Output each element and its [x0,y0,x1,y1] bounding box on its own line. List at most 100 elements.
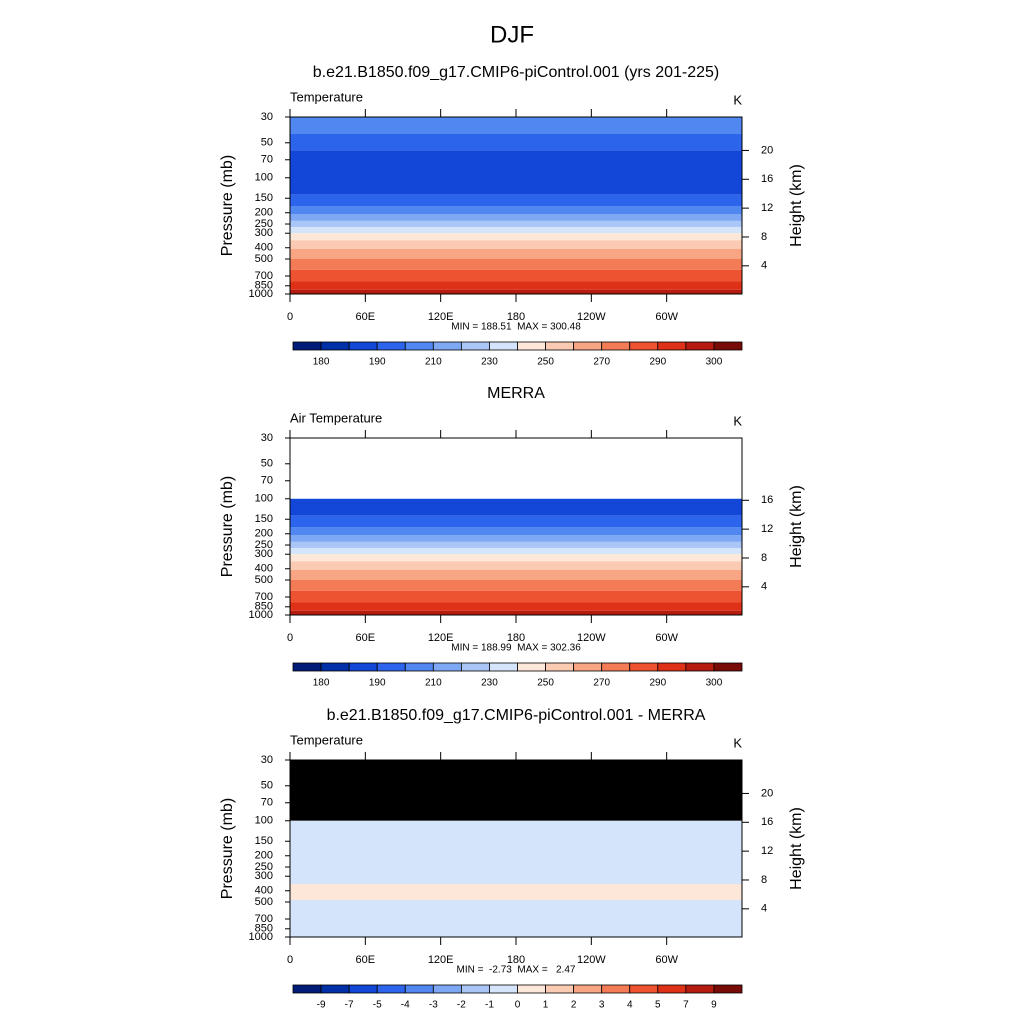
y2-tick-label: 20 [761,144,773,156]
contour-band [290,248,742,260]
y-tick-label: 250 [255,861,273,873]
colorbar-box [292,984,322,994]
colorbar-box [545,341,575,351]
colorbar-label: 230 [481,678,498,689]
colorbar-label: 0 [515,1000,521,1011]
colorbar-label: -4 [401,1000,410,1011]
contour-band [290,561,742,570]
colorbar-box [657,662,687,672]
contour-band [290,899,742,937]
x-tick-label: 120E [428,311,454,323]
y-tick-label: 700 [255,913,273,925]
contour-band [290,220,742,227]
colorbar-label: 4 [627,1000,633,1011]
stats: MIN = -2.73 MAX = 2.47 [457,965,576,976]
y-tick-label: 850 [255,280,273,292]
y2-tick-label: 12 [761,202,773,214]
colorbar-label: 270 [593,357,610,368]
contour-band [290,541,742,548]
y-tick-label: 300 [255,870,273,882]
y-tick-label: 1000 [249,288,273,300]
colorbar-box [685,984,715,994]
y-tick-label: 850 [255,601,273,613]
contour-band [290,289,742,294]
colorbar-box [517,341,546,351]
colorbar-box [685,662,715,672]
x-tick-label: 180 [507,954,525,966]
contour-band [290,133,742,151]
contour-band [290,527,742,536]
y2-axis-label: Height (km) [788,485,805,568]
colorbar-label: -1 [485,1000,494,1011]
y-tick-label: 100 [255,493,273,505]
colorbar-box [404,662,434,672]
y-tick-label: 250 [255,539,273,551]
y-tick-label: 200 [255,850,273,862]
colorbar-box [685,341,715,351]
colorbar-box [320,984,350,994]
contour-band [290,259,742,270]
contour-band [290,194,742,207]
colorbar-box [573,984,603,994]
y2-tick-label: 4 [761,903,767,915]
colorbar-box [348,984,378,994]
contour-band [290,590,742,603]
right-string: K [733,413,742,428]
colorbar-box [545,662,575,672]
y-axis-label: Pressure (mb) [219,476,236,577]
colorbar-box [657,984,687,994]
x-tick-label: 180 [507,311,525,323]
colorbar-box [629,984,659,994]
y-tick-label: 50 [261,780,273,792]
colorbar-label: 300 [706,678,723,689]
colorbar-box [320,341,350,351]
colorbar-box [432,984,462,994]
x-tick-label: 120W [577,954,606,966]
colorbar-label: 180 [313,357,330,368]
colorbar-box [348,341,378,351]
y2-axis-label: Height (km) [788,807,805,890]
colorbar-box [320,662,350,672]
contour-band [290,760,742,821]
colorbar-box [713,341,743,351]
x-tick-label: 60W [655,954,678,966]
y-tick-label: 500 [255,253,273,265]
contour-band [290,547,742,555]
figure-title: DJF [490,21,534,48]
colorbar-box [517,662,546,672]
colorbar-box [489,984,518,994]
y-tick-label: 500 [255,574,273,586]
colorbar-label: 7 [683,1000,689,1011]
y-axis-label: Pressure (mb) [219,155,236,256]
x-tick-label: 180 [507,632,525,644]
y-tick-label: 150 [255,192,273,204]
contour-band [290,602,742,611]
y2-tick-label: 16 [761,494,773,506]
contour-band [290,498,742,516]
colorbar-label: 3 [599,1000,605,1011]
y-tick-label: 400 [255,885,273,897]
contour-band [290,515,742,528]
y-tick-label: 30 [261,754,273,766]
y2-tick-label: 4 [761,260,767,272]
colorbar-box [348,662,378,672]
y-tick-label: 200 [255,207,273,219]
y-tick-label: 30 [261,111,273,123]
y-tick-label: 300 [255,227,273,239]
colorbar-label: 180 [313,678,330,689]
y2-tick-label: 8 [761,231,767,243]
colorbar-label: 9 [711,1000,717,1011]
contour-band [290,150,742,195]
y-axis-label: Pressure (mb) [219,798,236,899]
x-tick-label: 120E [428,954,454,966]
x-tick-label: 120E [428,632,454,644]
panel-title: MERRA [487,385,545,402]
colorbar-box [601,341,631,351]
x-tick-label: 120W [577,311,606,323]
y-tick-label: 150 [255,513,273,525]
left-string: Temperature [290,89,363,104]
right-string: K [733,735,742,750]
contour-band [290,569,742,581]
x-tick-label: 0 [287,954,293,966]
